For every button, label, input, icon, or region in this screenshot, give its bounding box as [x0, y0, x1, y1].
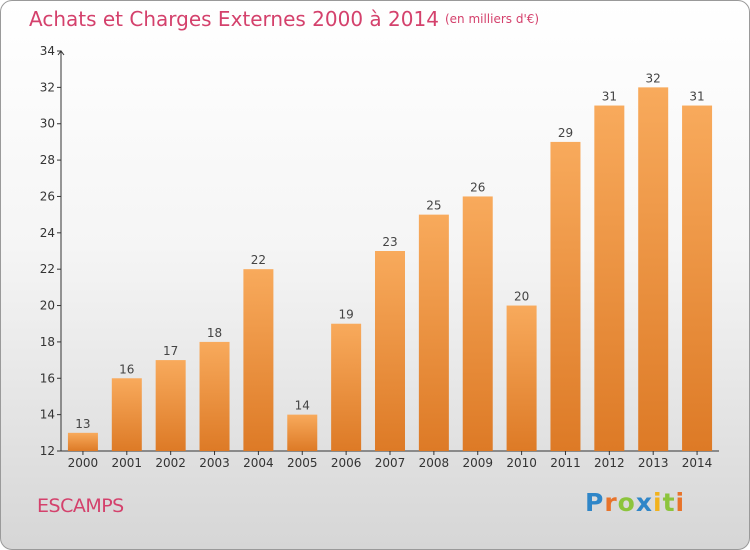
- bar-2003: [199, 341, 230, 451]
- y-tick-label: 24: [40, 226, 55, 240]
- chart-axes: 12 14 16 18 20 22 24 26 28 30 32 34 2000 2001 2002 2003…: [40, 44, 719, 470]
- x-tick-label: 2011: [550, 456, 581, 470]
- x-tick-label: 2009: [462, 456, 493, 470]
- y-tick-label: 28: [40, 153, 55, 167]
- x-tick-label: 2013: [638, 456, 669, 470]
- bar-value-label: 18: [207, 326, 222, 340]
- x-tick-label: 2004: [243, 456, 274, 470]
- commune-name: ESCAMPS: [37, 495, 124, 517]
- y-tick-label: 26: [40, 189, 55, 203]
- bar-value-label: 31: [689, 90, 704, 104]
- bar-2001: [111, 378, 142, 451]
- x-tick-label: 2000: [68, 456, 99, 470]
- bar-2007: [375, 251, 405, 451]
- x-tick-label: 2010: [506, 456, 537, 470]
- bar-2008: [418, 214, 449, 451]
- proxiti-logo: Proxiti: [585, 488, 686, 517]
- y-tick-label: 18: [40, 335, 55, 349]
- bar-2010: [506, 305, 537, 451]
- y-tick-label: 34: [40, 44, 55, 58]
- y-tick-label: 16: [40, 371, 55, 385]
- y-tick-label: 12: [40, 444, 55, 458]
- chart-bars: [67, 87, 713, 451]
- bar-2000: [67, 432, 98, 451]
- bar-value-label: 23: [382, 235, 397, 249]
- x-tick-label: 2008: [419, 456, 450, 470]
- bar-2011: [550, 141, 581, 451]
- x-tick-label: 2001: [112, 456, 143, 470]
- bar-2002: [155, 360, 186, 451]
- bar-value-label: 13: [75, 417, 90, 431]
- y-tick-label: 30: [40, 117, 55, 131]
- bar-2012: [594, 105, 625, 451]
- bar-2004: [243, 269, 274, 451]
- y-tick-label: 22: [40, 262, 55, 276]
- bar-2009: [462, 196, 493, 451]
- x-tick-label: 2003: [199, 456, 230, 470]
- bar-value-label: 17: [163, 344, 178, 358]
- bar-2014: [682, 105, 713, 451]
- bar-value-label: 16: [119, 362, 134, 376]
- bar-value-label: 20: [514, 290, 529, 304]
- y-tick-label: 20: [40, 299, 55, 313]
- bar-value-label: 25: [426, 199, 441, 213]
- x-tick-label: 2014: [682, 456, 713, 470]
- chart-unit-note: (en milliers d'€): [444, 12, 540, 26]
- x-tick-label: 2007: [375, 456, 406, 470]
- chart-title: Achats et Charges Externes 2000 à 2014 (e…: [29, 7, 539, 31]
- bar-2013: [638, 87, 669, 451]
- y-tick-label: 32: [40, 80, 55, 94]
- chart-data-labels: 13 16 17 18 22 14 19 23 25 26 20 29 31 32 31: [75, 71, 704, 430]
- bar-2005: [287, 414, 318, 451]
- bar-value-label: 22: [251, 253, 266, 267]
- bar-value-label: 14: [295, 399, 310, 413]
- x-tick-label: 2012: [594, 456, 625, 470]
- bar-2006: [331, 323, 362, 451]
- x-tick-label: 2005: [287, 456, 318, 470]
- bar-value-label: 31: [602, 90, 617, 104]
- x-tick-label: 2006: [331, 456, 362, 470]
- bar-value-label: 32: [646, 71, 661, 85]
- x-tick-label: 2002: [155, 456, 186, 470]
- bar-value-label: 29: [558, 126, 573, 140]
- bar-value-label: 26: [470, 180, 485, 194]
- bar-value-label: 19: [338, 308, 353, 322]
- y-tick-label: 14: [40, 408, 55, 422]
- chart-title-text: Achats et Charges Externes 2000 à 2014: [29, 7, 439, 31]
